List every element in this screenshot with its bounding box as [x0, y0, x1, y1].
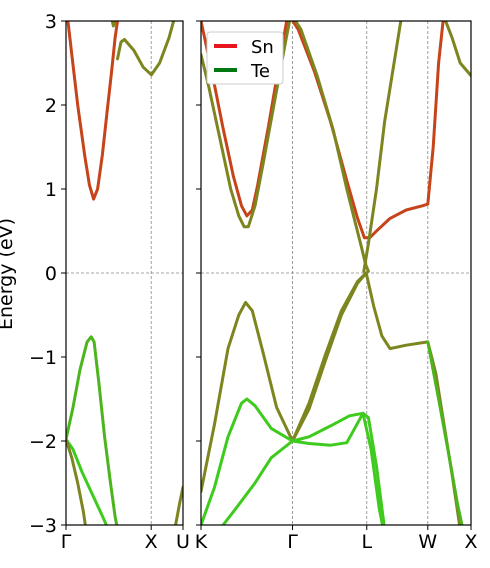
band-line-right-9: [221, 439, 294, 525]
band-line-left-3: [66, 335, 119, 525]
band-line-right-4: [362, 21, 403, 273]
band-line-right-8: [291, 411, 385, 525]
band-line-left-2: [116, 21, 176, 77]
band-line-right-1: [201, 21, 292, 229]
band-line-right-2: [291, 21, 445, 240]
y-tick-label-3: 0: [45, 263, 57, 285]
legend-label-sn: Sn: [251, 37, 274, 58]
y-tick-label-1: 2: [45, 95, 57, 117]
band-line-left-0: [66, 21, 120, 201]
y-tick-label-2: 1: [45, 179, 57, 201]
x-tick-label-right-3: W: [418, 531, 437, 553]
grid-layer: [66, 21, 471, 525]
band-line-right-10: [426, 340, 464, 525]
band-line-left-6: [174, 485, 183, 525]
legend: Sn Te: [206, 31, 284, 85]
x-tick-label-left-0: Γ: [61, 531, 72, 553]
x-tick-label-right-0: K: [195, 531, 208, 553]
band-line-left-5: [66, 437, 87, 525]
band-line-right-11: [444, 21, 471, 78]
band-line-right-6: [201, 271, 368, 493]
y-tick-label-5: −2: [29, 431, 57, 453]
band-line-left-4: [66, 437, 108, 525]
x-tick-label-left-1: X: [145, 531, 158, 553]
y-tick-label-4: −1: [29, 347, 57, 369]
x-tick-label-right-4: X: [464, 531, 477, 553]
x-tick-label-right-2: L: [361, 531, 372, 553]
x-tick-label-left-2: U: [176, 531, 190, 553]
y-axis-label: Energy (eV): [0, 218, 17, 330]
x-tick-label-right-1: Γ: [287, 531, 298, 553]
y-tick-label-6: −3: [29, 515, 57, 537]
y-tick-label-0: 3: [45, 11, 57, 33]
band-line-right-3: [293, 21, 370, 273]
band-line-right-7: [201, 397, 386, 525]
legend-label-te: Te: [250, 61, 270, 82]
